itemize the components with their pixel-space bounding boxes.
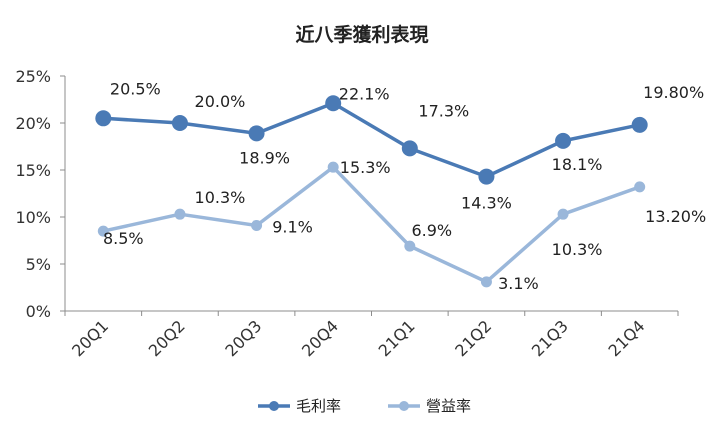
series-line-operating-margin: [102, 165, 641, 284]
data-label-operating-margin: 15.3%: [340, 158, 391, 177]
y-tick-label: 5%: [26, 255, 51, 274]
y-tick-label: 0%: [26, 302, 51, 321]
data-label-gross-margin: 20.5%: [110, 79, 161, 98]
data-label-gross-margin: 18.9%: [239, 148, 290, 167]
data-point-operating-margin: [174, 208, 186, 220]
data-point-operating-margin: [251, 219, 263, 231]
legend-item-gross-margin: 毛利率: [258, 397, 341, 415]
x-tick-label: 20Q2: [145, 316, 189, 360]
data-point-gross-margin: [401, 140, 418, 157]
data-label-operating-margin: 8.5%: [103, 229, 144, 248]
legend-label-operating-margin: 營益率: [426, 397, 471, 415]
x-tick-label: 20Q3: [221, 316, 265, 360]
y-tick-label: 20%: [15, 114, 51, 133]
data-label-operating-margin: 3.1%: [498, 274, 539, 293]
data-label-operating-margin: 13.20%: [645, 207, 706, 226]
series-line-gross-margin: [103, 101, 641, 179]
legend-marker-gross-margin: [269, 401, 279, 411]
x-tick-label: 21Q2: [451, 316, 495, 360]
data-point-gross-margin: [478, 168, 495, 185]
data-label-gross-margin: 17.3%: [418, 101, 469, 120]
legend-item-operating-margin: 營益率: [388, 397, 471, 415]
data-label-gross-margin: 22.1%: [339, 84, 390, 103]
data-label-gross-margin: 18.1%: [552, 155, 603, 174]
data-point-operating-margin: [97, 225, 109, 237]
data-label-gross-margin: 19.80%: [643, 83, 704, 102]
legend-label-gross-margin: 毛利率: [296, 397, 341, 415]
x-tick-label: 21Q3: [528, 316, 572, 360]
y-tick-label: 15%: [15, 161, 51, 180]
data-label-operating-margin: 9.1%: [272, 217, 313, 236]
data-point-gross-margin: [171, 115, 188, 131]
data-labels: 20.5% 20.0% 18.9% 22.1% 17.3% 14.3% 18.1% 19.80…: [103, 79, 706, 293]
data-label-operating-margin: 6.9%: [411, 221, 452, 240]
data-label-gross-margin: 14.3%: [461, 194, 512, 213]
data-point-operating-margin: [557, 208, 569, 220]
data-point-gross-margin: [555, 132, 572, 149]
x-tick-label: 20Q1: [68, 316, 112, 360]
data-label-operating-margin: 10.3%: [552, 240, 603, 259]
data-point-operating-margin: [327, 161, 339, 173]
legend-marker-operating-margin: [399, 401, 409, 411]
data-point-operating-margin: [404, 240, 416, 252]
data-label-operating-margin: 10.3%: [195, 188, 246, 207]
chart-title: 近八季獲利表現: [295, 23, 428, 46]
x-tick-label: 21Q4: [605, 316, 649, 360]
data-point-gross-margin: [248, 125, 265, 142]
data-point-operating-margin: [634, 181, 646, 193]
x-tick-label: 20Q4: [298, 316, 342, 360]
legend: 毛利率 營益率: [258, 397, 471, 415]
data-point-operating-margin: [480, 276, 492, 288]
data-label-gross-margin: 20.0%: [195, 92, 246, 111]
series-layer: [95, 95, 648, 288]
data-point-gross-margin: [325, 95, 342, 112]
y-tick-label: 10%: [15, 208, 51, 227]
y-tick-label: 25%: [15, 67, 51, 86]
data-point-gross-margin: [95, 110, 112, 127]
x-tick-label: 21Q1: [375, 316, 419, 360]
data-point-gross-margin: [631, 116, 648, 133]
